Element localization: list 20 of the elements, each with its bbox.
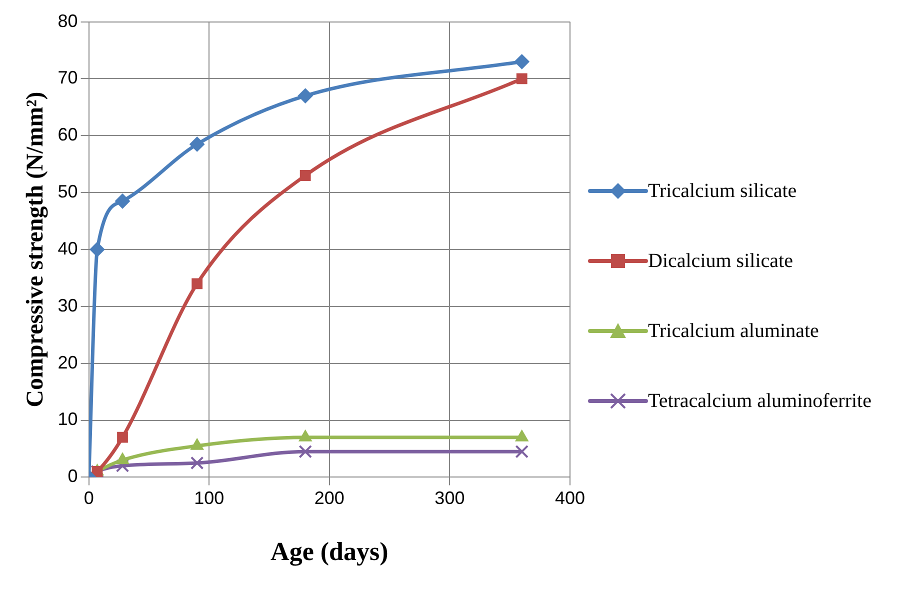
x-tick-label: 0 [84,488,94,508]
legend-label: Tetracalcium aluminoferrite [648,390,872,412]
x-tick-label: 200 [314,488,344,508]
x-axis-title: Age (days) [270,537,388,566]
legend-label: Dicalcium silicate [648,250,794,272]
y-tick-label: 30 [58,295,78,316]
y-axis-title: Compressive strength (N/mm²) [22,92,49,408]
x-tick-label: 300 [434,488,465,508]
y-tick-label: 50 [58,182,78,202]
x-tick-label: 400 [554,488,586,508]
y-tick-label: 80 [58,10,78,31]
y-tick-label: 10 [58,409,78,430]
legend-label: Tricalcium aluminate [648,320,820,342]
legend-label: Tricalcium silicate [648,180,798,202]
y-tick-label: 0 [68,466,78,486]
x-tick-label: 100 [194,488,224,508]
y-tick-label: 20 [58,352,78,372]
y-tick-label: 40 [58,238,78,258]
y-tick-label: 60 [58,124,78,145]
y-tick-label: 70 [58,68,78,88]
